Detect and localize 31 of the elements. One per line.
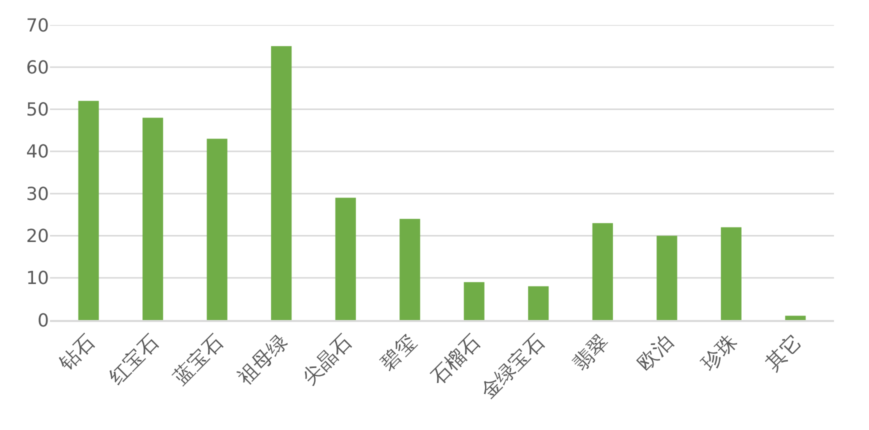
x-tick-label: 祖母绿 bbox=[232, 330, 292, 390]
x-tick-label: 蓝宝石 bbox=[168, 330, 228, 390]
x-tick-label: 其它 bbox=[760, 330, 806, 375]
y-tick-label: 0 bbox=[38, 310, 49, 332]
bar bbox=[271, 46, 292, 320]
x-tick-label: 石榴石 bbox=[425, 330, 485, 390]
y-tick-label: 10 bbox=[26, 268, 49, 290]
bar bbox=[400, 218, 420, 320]
y-tick-label: 30 bbox=[26, 184, 49, 205]
x-tick-label: 红宝石 bbox=[104, 330, 164, 390]
bar bbox=[720, 227, 742, 320]
y-tick-label: 70 bbox=[26, 15, 49, 36]
bar bbox=[528, 286, 549, 320]
x-tick-label: 尖晶石 bbox=[296, 330, 356, 390]
bar bbox=[464, 282, 484, 320]
x-tick-label: 钻石 bbox=[53, 330, 100, 376]
y-tick-label: 40 bbox=[26, 142, 49, 163]
x-tick-label: 欧泊 bbox=[632, 330, 678, 375]
y-tick-label: 60 bbox=[26, 57, 49, 78]
bar bbox=[785, 316, 806, 320]
bar bbox=[656, 236, 678, 320]
bar bbox=[592, 223, 613, 320]
x-tick-label: 珍珠 bbox=[696, 330, 742, 375]
x-tick-label: 翡翠 bbox=[568, 330, 614, 375]
bar bbox=[206, 138, 228, 320]
bar bbox=[335, 198, 356, 320]
bar bbox=[78, 100, 99, 320]
y-tick-label: 20 bbox=[26, 226, 49, 248]
x-tick-label: 碧玺 bbox=[375, 330, 420, 375]
y-tick-label: 50 bbox=[26, 100, 49, 121]
bar bbox=[142, 118, 164, 320]
